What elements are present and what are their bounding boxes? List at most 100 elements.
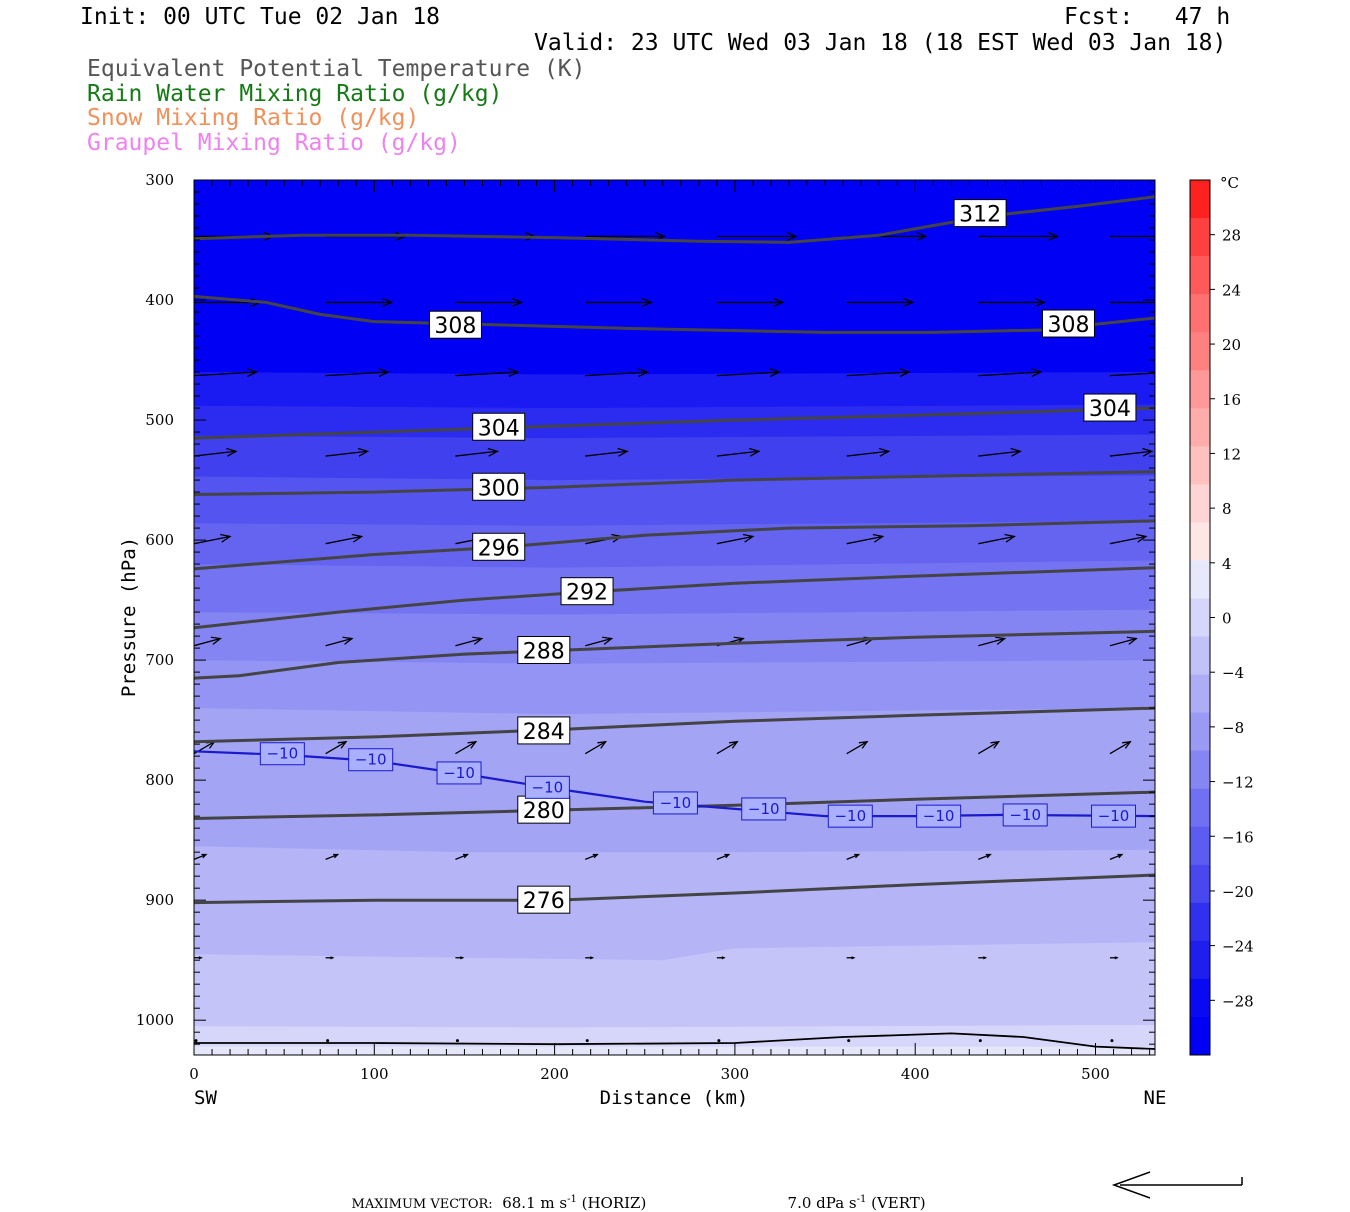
wind-vector-head	[858, 740, 869, 749]
wind-vector	[716, 740, 739, 755]
colorbar-swatch	[1190, 788, 1210, 828]
colorbar-tick-label: 24	[1222, 281, 1241, 299]
theta-e-label: 300	[472, 472, 526, 501]
wind-vector-head	[1163, 369, 1172, 377]
wind-vector	[325, 533, 364, 545]
wind-vector-shaft	[716, 741, 738, 755]
wind-vector-shaft	[455, 450, 498, 457]
wind-vector-head	[872, 533, 885, 543]
colorbar-tick-label: −24	[1222, 938, 1254, 956]
wind-vector	[584, 740, 608, 755]
theta-e-label-box	[517, 716, 571, 745]
theta-e-label-text: 276	[523, 889, 565, 914]
colorbar-swatch	[1190, 332, 1210, 371]
wind-vector-shaft	[978, 450, 1021, 457]
theta-e-label-text: 288	[523, 640, 565, 665]
theta-e-label-box	[1041, 309, 1095, 338]
wind-vector-head	[342, 636, 354, 645]
colorbar-swatch	[1190, 598, 1210, 638]
wind-vector-head	[589, 956, 595, 960]
theta-e-label: 312	[953, 199, 1007, 228]
wind-vector	[194, 956, 203, 960]
colorbar-tick-label: 20	[1222, 336, 1241, 354]
theta-e-contour	[194, 294, 1155, 334]
wind-vector	[325, 636, 354, 647]
wind-vector	[978, 1039, 982, 1043]
wind-vector	[585, 368, 650, 378]
wind-vector-shaft	[1109, 853, 1123, 860]
wind-vector	[194, 533, 232, 545]
wind-vector	[717, 1039, 721, 1043]
colorbar-swatch	[1190, 1016, 1210, 1056]
wind-vector-head	[462, 853, 469, 859]
wind-vector	[455, 447, 500, 457]
wind-vector-head	[1135, 533, 1148, 543]
wind-vector	[846, 368, 911, 378]
colorbar-tick-label: 0	[1222, 610, 1232, 628]
wind-vector-head	[1010, 447, 1022, 457]
colorbar-tick-label: −8	[1222, 719, 1244, 737]
x-tick-label: 200	[540, 1065, 569, 1083]
wind-vector-shaft	[716, 853, 730, 860]
wind-vector-head	[1126, 636, 1138, 645]
colorbar-swatch	[1190, 864, 1210, 904]
colorbar-tick-label: −28	[1222, 992, 1254, 1010]
wind-vector	[1109, 740, 1132, 755]
colorbar-swatch	[1190, 712, 1210, 752]
wind-vector-head	[749, 447, 761, 457]
wind-vector-head	[899, 368, 911, 378]
theta-e-contour	[194, 873, 1155, 905]
y-tick-label: 900	[145, 891, 174, 909]
temperature-bands	[194, 180, 1155, 1055]
max-vector-vert-value: 7.0 dPa s	[787, 1194, 857, 1212]
theta-e-label: 308	[428, 310, 482, 339]
wind-vector-head	[641, 297, 653, 307]
wind-vector-shaft	[325, 450, 368, 457]
wind-vector	[978, 956, 988, 960]
wind-vector-head	[511, 297, 524, 307]
wind-vector	[585, 636, 614, 647]
wind-vector	[194, 368, 259, 378]
wind-vector-shaft	[1109, 450, 1152, 457]
x-tick-label: 0	[189, 1065, 199, 1083]
y-tick-label: 700	[145, 651, 174, 669]
theta-e-label: 304	[472, 412, 526, 441]
wind-vector	[716, 231, 798, 241]
wind-vector	[846, 447, 891, 457]
isotherm-label-box	[916, 804, 962, 828]
wind-vector-shaft	[846, 741, 868, 755]
wind-vector	[194, 853, 208, 860]
wind-vector	[716, 853, 731, 860]
colorbar-swatch	[1190, 180, 1210, 219]
wind-vector-head	[903, 297, 915, 307]
x-tick-label: 500	[1081, 1065, 1110, 1083]
wind-vector-shaft	[585, 450, 628, 457]
wind-vector	[1110, 1039, 1114, 1043]
wind-vector	[325, 297, 394, 307]
wind-vector-shaft	[846, 535, 883, 545]
wind-vector-head	[995, 636, 1007, 645]
valid-time: Valid: 23 UTC Wed 03 Jan 18 (18 EST Wed …	[534, 30, 1227, 56]
theta-e-label-box	[472, 412, 526, 441]
legend-snow: Snow Mixing Ratio (g/kg)	[87, 105, 420, 131]
wind-vector	[325, 368, 390, 378]
wind-vector-shaft	[978, 853, 991, 860]
theta-e-label-text: 280	[523, 799, 565, 824]
wind-vector-shaft	[1109, 741, 1131, 755]
max-vector-vert-suffix: (VERT)	[866, 1194, 926, 1212]
colorbar-swatch	[1190, 902, 1210, 942]
colorbar-tick-label: −16	[1222, 828, 1254, 846]
isotherm-label-box	[524, 775, 570, 799]
wind-vector-head	[357, 447, 370, 457]
colorbar-swatch	[1190, 218, 1210, 257]
wind-vector-shaft	[325, 853, 338, 860]
theta-e-label-box	[1083, 393, 1137, 422]
colorbar-swatch	[1190, 978, 1210, 1018]
wind-vector-shaft	[194, 637, 221, 647]
y-tick-label: 300	[145, 171, 174, 189]
theta-e-label: 288	[517, 636, 571, 665]
colorbar-tick-label: 12	[1222, 445, 1241, 463]
theta-e-label-box	[560, 577, 614, 606]
wind-vector-head	[337, 740, 348, 749]
colorbar-swatch	[1190, 522, 1210, 561]
